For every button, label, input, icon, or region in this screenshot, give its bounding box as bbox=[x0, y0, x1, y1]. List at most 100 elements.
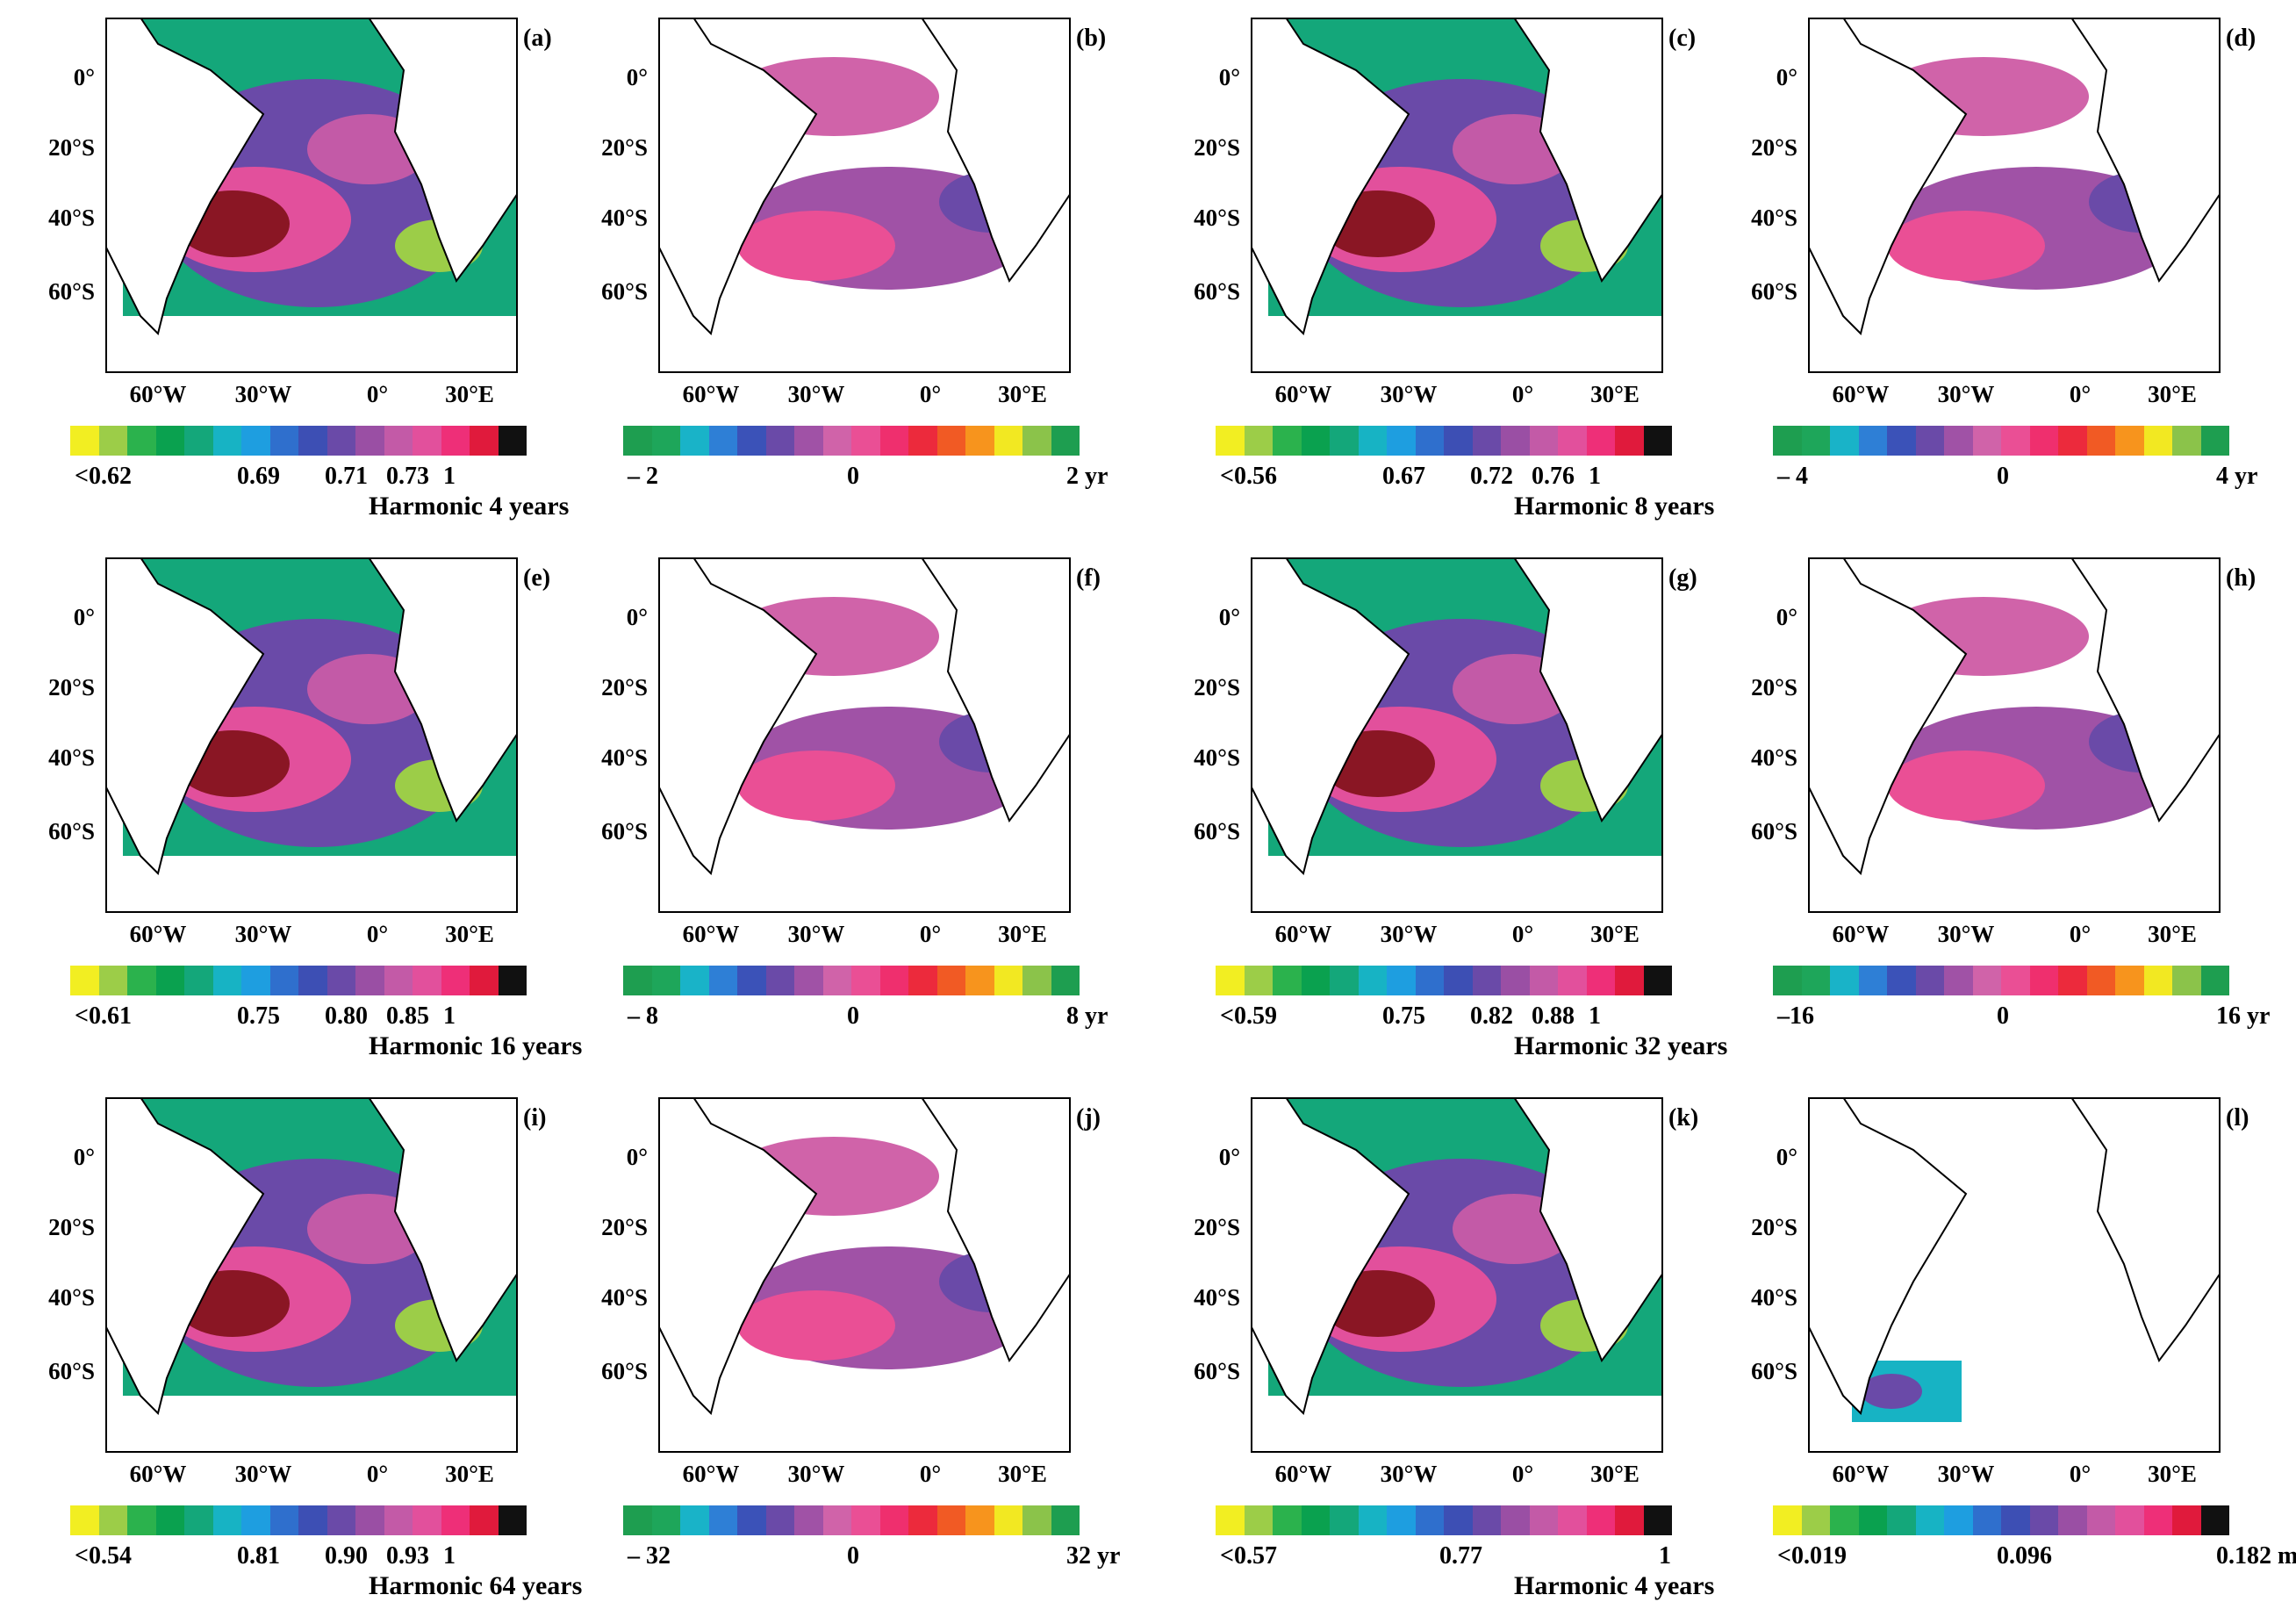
colorbar-swatch bbox=[651, 1505, 680, 1535]
colorbar-swatch bbox=[1330, 1505, 1359, 1535]
colorbar-swatch bbox=[241, 966, 270, 995]
south-america-outline bbox=[658, 18, 818, 335]
panel-label: (c) bbox=[1668, 25, 1697, 52]
colorbar-tick-label: 32 yr bbox=[1066, 1542, 1121, 1570]
colorbar-swatch bbox=[851, 426, 880, 456]
longitude-label: 30°W bbox=[1937, 381, 1995, 407]
latitude-label: 60°S bbox=[1751, 1358, 1797, 1384]
longitude-label: 30°W bbox=[1380, 921, 1438, 947]
latitude-label: 20°S bbox=[601, 134, 648, 161]
map-border bbox=[1808, 557, 2221, 913]
latitude-label: 0° bbox=[1218, 64, 1240, 90]
panel: (l) 0° 20°S 40°S 60°S 60°W 30°W 0° 30°E <0.019 0.0… bbox=[1751, 1097, 2296, 1589]
map-border bbox=[658, 557, 1071, 913]
colorbar bbox=[1773, 426, 2229, 456]
colorbar-tick-label: 0.72 bbox=[1470, 463, 1513, 490]
colorbar-tick-label: 0 bbox=[1997, 1002, 2009, 1030]
colorbar-tick-label: 1 bbox=[443, 463, 456, 490]
colorbar-swatch bbox=[1472, 966, 1501, 995]
colorbar bbox=[70, 426, 527, 456]
map-svg bbox=[658, 557, 1071, 913]
harmonic-caption: Harmonic 4 years bbox=[369, 492, 570, 521]
field-blob bbox=[1887, 211, 2045, 281]
latitude-label: 40°S bbox=[1751, 205, 1797, 231]
colorbar-swatch bbox=[879, 1505, 908, 1535]
panel: (d) 0° 20°S 40°S 60°S 60°W 30°W 0° 30°E – 4 0 4 yr bbox=[1751, 18, 2296, 509]
colorbar-tick-label: <0.54 bbox=[75, 1542, 132, 1570]
colorbar-swatch bbox=[1216, 1505, 1245, 1535]
colorbar-swatch bbox=[1501, 1505, 1530, 1535]
africa-outline bbox=[1512, 18, 1663, 284]
field-blob bbox=[1887, 751, 2045, 821]
colorbar-swatch bbox=[1415, 966, 1444, 995]
latitude-label: 60°S bbox=[1194, 818, 1240, 844]
colorbar-swatch bbox=[1051, 426, 1080, 456]
colorbar-swatch bbox=[2172, 966, 2201, 995]
longitude-label: 0° bbox=[366, 921, 389, 947]
map-frame bbox=[658, 1097, 1071, 1453]
longitude-label: 30°W bbox=[1380, 381, 1438, 407]
colorbar-swatch bbox=[2172, 1505, 2201, 1535]
longitude-label: 0° bbox=[919, 921, 942, 947]
colorbar-swatch bbox=[2058, 1505, 2087, 1535]
colorbar-tick-label: 0.67 bbox=[1382, 463, 1425, 490]
longitude-label: 30°E bbox=[2148, 921, 2197, 947]
colorbar-swatch bbox=[1944, 966, 1973, 995]
longitude-label: 60°W bbox=[129, 1461, 187, 1487]
colorbar-swatch bbox=[470, 966, 499, 995]
colorbar-swatch bbox=[441, 426, 470, 456]
colorbar-swatch bbox=[737, 1505, 766, 1535]
colorbar-swatch bbox=[1415, 1505, 1444, 1535]
longitude-label: 30°W bbox=[1937, 921, 1995, 947]
colorbar-swatch bbox=[1301, 966, 1330, 995]
colorbar-swatch bbox=[2001, 426, 2030, 456]
harmonic-caption: Harmonic 32 years bbox=[1514, 1031, 1728, 1060]
colorbar-swatch bbox=[2058, 426, 2087, 456]
colorbar-swatch bbox=[326, 426, 355, 456]
longitude-label: 0° bbox=[2069, 381, 2092, 407]
africa-outline bbox=[1512, 1097, 1663, 1363]
colorbar-swatch bbox=[298, 966, 327, 995]
longitude-label: 60°W bbox=[1274, 921, 1332, 947]
longitude-label: 60°W bbox=[682, 1461, 740, 1487]
panel-label: (i) bbox=[523, 1104, 547, 1131]
latitude-label: 40°S bbox=[1751, 744, 1797, 771]
colorbar-swatch bbox=[965, 1505, 994, 1535]
latitude-label: 60°S bbox=[601, 278, 648, 305]
latitude-label: 20°S bbox=[48, 1214, 95, 1240]
longitude-label: 0° bbox=[919, 381, 942, 407]
colorbar-swatch bbox=[470, 426, 499, 456]
longitude-label: 30°W bbox=[787, 1461, 845, 1487]
colorbar-swatch bbox=[623, 966, 652, 995]
latitude-label: 40°S bbox=[1194, 205, 1240, 231]
colorbar-tick-label: 0.88 bbox=[1532, 1002, 1575, 1030]
colorbar-swatch bbox=[441, 1505, 470, 1535]
colorbar-swatch bbox=[1529, 966, 1558, 995]
south-america-outline bbox=[1251, 557, 1410, 875]
longitude-label: 30°E bbox=[1590, 381, 1639, 407]
colorbar bbox=[1216, 1505, 1672, 1535]
field-blob bbox=[737, 751, 895, 821]
map-svg bbox=[105, 1097, 518, 1453]
colorbar-swatch bbox=[1415, 426, 1444, 456]
colorbar-swatch bbox=[1944, 1505, 1973, 1535]
colorbar-swatch bbox=[1444, 966, 1473, 995]
map-svg bbox=[658, 1097, 1071, 1453]
colorbar bbox=[70, 966, 527, 995]
longitude-label: 30°E bbox=[1590, 1461, 1639, 1487]
map-border bbox=[105, 557, 518, 913]
colorbar-swatch bbox=[1858, 1505, 1887, 1535]
colorbar-swatch bbox=[822, 1505, 851, 1535]
longitude-label: 30°W bbox=[787, 381, 845, 407]
map-border bbox=[658, 18, 1071, 373]
colorbar-swatch bbox=[155, 1505, 184, 1535]
colorbar-tick-label: 0.182 m/s bbox=[2216, 1542, 2296, 1570]
map-frame bbox=[1808, 1097, 2221, 1453]
colorbar-tick-label: 1 bbox=[1589, 463, 1601, 490]
colorbar-swatch bbox=[1915, 1505, 1944, 1535]
colorbar-swatch bbox=[708, 1505, 737, 1535]
colorbar-swatch bbox=[1830, 966, 1859, 995]
colorbar bbox=[623, 426, 1080, 456]
africa-outline bbox=[367, 557, 518, 823]
colorbar-swatch bbox=[1444, 426, 1473, 456]
